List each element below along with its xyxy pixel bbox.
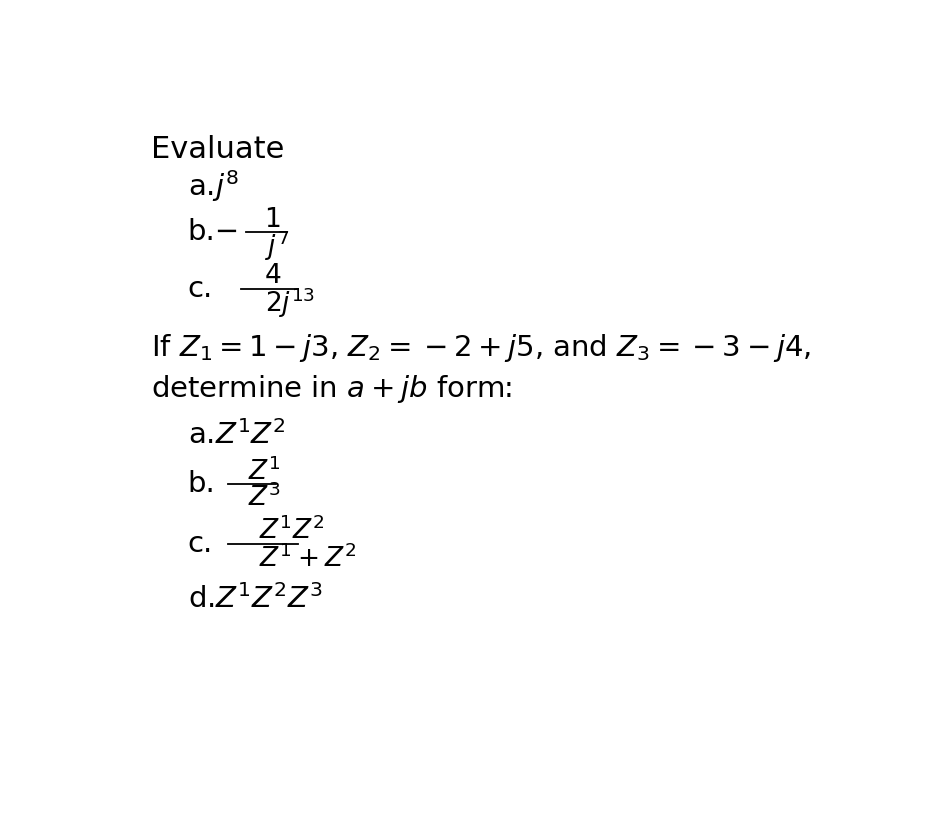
Text: $j^{7}$: $j^{7}$ xyxy=(264,229,289,263)
Text: $Z^1Z^2$: $Z^1Z^2$ xyxy=(259,516,324,545)
Text: $Z^3$: $Z^3$ xyxy=(248,483,281,512)
Text: c.: c. xyxy=(188,531,212,558)
Text: $Z^1$: $Z^1$ xyxy=(248,457,280,486)
Text: $Z^1+Z^2$: $Z^1+Z^2$ xyxy=(259,545,356,573)
Text: d.$Z^1Z^2Z^3$: d.$Z^1Z^2Z^3$ xyxy=(188,585,322,615)
Text: 4: 4 xyxy=(264,263,281,289)
Text: If $Z_1 = 1 - j3$, $Z_2 = -2 + j5$, and $Z_3 = -3 - j4$,: If $Z_1 = 1 - j3$, $Z_2 = -2 + j5$, and … xyxy=(151,332,811,364)
Text: determine in $a + jb$ form:: determine in $a + jb$ form: xyxy=(151,374,512,405)
Text: b.: b. xyxy=(188,470,215,498)
Text: a.$Z^1Z^2$: a.$Z^1Z^2$ xyxy=(188,421,285,450)
Text: c.: c. xyxy=(188,275,212,303)
Text: a.$j^{8}$: a.$j^{8}$ xyxy=(188,168,238,205)
Text: b.−: b.− xyxy=(188,219,240,246)
Text: Evaluate: Evaluate xyxy=(151,135,284,164)
Text: 1: 1 xyxy=(264,206,281,233)
Text: $2j^{13}$: $2j^{13}$ xyxy=(264,285,314,320)
